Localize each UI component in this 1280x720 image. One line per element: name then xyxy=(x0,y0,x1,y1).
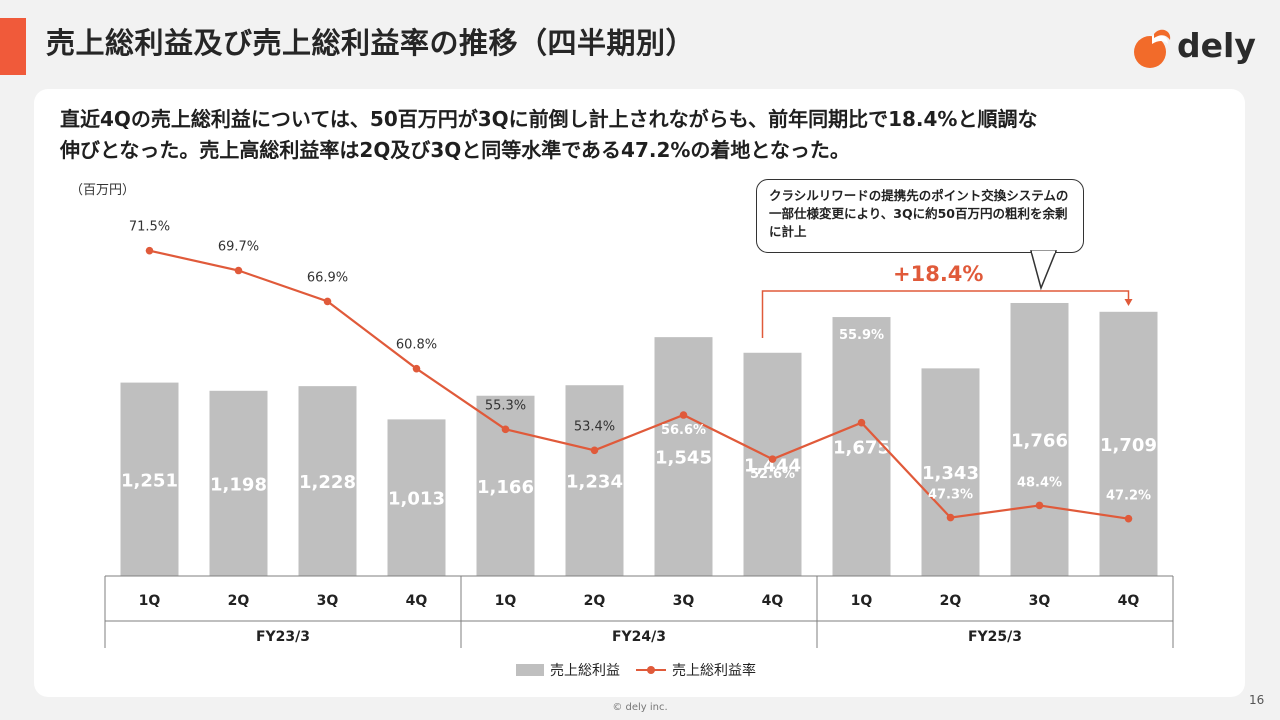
quarter-label-8: 1Q xyxy=(851,593,873,609)
bar-label-3: 1,013 xyxy=(388,489,445,510)
chart-legend: 売上総利益 売上総利益率 xyxy=(516,660,756,680)
growth-annotation-label: +18.4% xyxy=(893,262,984,286)
quarter-label-1: 2Q xyxy=(228,593,250,609)
page-number: 16 xyxy=(1249,693,1265,707)
rate-point-0 xyxy=(145,246,154,255)
bar-label-10: 1,766 xyxy=(1011,430,1068,451)
quarter-label-9: 2Q xyxy=(940,593,962,609)
quarter-label-3: 4Q xyxy=(406,593,428,609)
quarter-label-4: 1Q xyxy=(495,593,517,609)
bar-0 xyxy=(120,382,179,576)
rate-label-0: 71.5% xyxy=(129,220,170,235)
rate-label-6: 56.6% xyxy=(661,423,706,438)
summary-line-2: 伸びとなった。売上高総利益率は2Q及び3Qと同等水準である47.2%の着地となっ… xyxy=(60,138,850,162)
bar-5 xyxy=(565,385,624,576)
rate-label-10: 48.4% xyxy=(1017,475,1062,490)
dely-logo-icon xyxy=(1134,29,1171,68)
growth-arrowhead xyxy=(1124,299,1133,306)
rate-point-10 xyxy=(1035,501,1044,510)
rate-line xyxy=(149,249,1129,520)
bar-9 xyxy=(921,368,980,576)
rate-label-11: 47.2% xyxy=(1106,489,1151,504)
quarter-label-7: 4Q xyxy=(762,593,784,609)
quarter-label-11: 4Q xyxy=(1118,593,1140,609)
bar-label-0: 1,251 xyxy=(121,470,178,491)
rate-point-3 xyxy=(412,364,421,373)
rate-label-4: 55.3% xyxy=(485,398,526,413)
legend-line-label: 売上総利益率 xyxy=(672,663,756,679)
bar-label-2: 1,228 xyxy=(299,472,356,493)
quarter-label-6: 3Q xyxy=(673,593,695,609)
bar-label-7: 1,444 xyxy=(744,455,801,476)
bar-10 xyxy=(1010,302,1069,576)
rate-point-8 xyxy=(857,418,866,427)
bar-label-9: 1,343 xyxy=(922,463,979,484)
dely-logo: dely xyxy=(1130,26,1260,72)
bar-2 xyxy=(298,386,357,576)
summary-text: 直近4Qの売上総利益については、50百万円が3Qに前倒し計上されながらも、前年同… xyxy=(60,104,1230,166)
fiscal-year-label-2: FY25/3 xyxy=(968,629,1022,645)
bar-3 xyxy=(387,419,446,576)
bar-label-4: 1,166 xyxy=(477,477,534,498)
bar-label-6: 1,545 xyxy=(655,448,712,469)
unit-label: （百万円） xyxy=(70,183,136,198)
legend-line-swatch xyxy=(636,664,666,676)
title-accent-bar xyxy=(0,18,26,75)
quarter-label-2: 3Q xyxy=(317,593,339,609)
bar-label-5: 1,234 xyxy=(566,472,623,493)
rate-point-5 xyxy=(590,446,599,455)
bar-11 xyxy=(1099,311,1158,576)
rate-label-5: 53.4% xyxy=(574,419,615,434)
quarter-label-0: 1Q xyxy=(139,593,161,609)
fiscal-year-label-0: FY23/3 xyxy=(256,629,310,645)
rate-point-9 xyxy=(946,513,955,522)
rate-point-4 xyxy=(501,425,510,434)
rate-label-9: 47.3% xyxy=(928,488,973,503)
legend-bar-swatch xyxy=(516,664,544,676)
legend-bar-label: 売上総利益 xyxy=(550,663,620,679)
rate-label-2: 66.9% xyxy=(307,270,348,285)
bar-6 xyxy=(654,337,713,576)
fiscal-year-label-1: FY24/3 xyxy=(612,629,666,645)
summary-line-1: 直近4Qの売上総利益については、50百万円が3Qに前倒し計上されながらも、前年同… xyxy=(60,107,1038,131)
logo-wordmark: dely xyxy=(1177,26,1256,65)
rate-point-1 xyxy=(234,266,243,275)
rate-point-2 xyxy=(323,297,332,306)
rate-point-7 xyxy=(768,455,777,463)
bar-label-8: 1,675 xyxy=(833,438,890,459)
copyright-text: © dely inc. xyxy=(612,702,668,713)
rate-point-11 xyxy=(1124,514,1133,523)
bar-label-1: 1,198 xyxy=(210,474,267,495)
quarter-label-10: 3Q xyxy=(1029,593,1051,609)
callout-box: クラシルリワードの提携先のポイント交換システムの一部仕様変更により、3Qに約50… xyxy=(756,179,1084,253)
page-title: 売上総利益及び売上総利益率の推移（四半期別） xyxy=(46,26,696,60)
quarter-label-5: 2Q xyxy=(584,593,606,609)
rate-label-7: 52.6% xyxy=(750,467,795,482)
bar-1 xyxy=(209,390,268,576)
bar-label-11: 1,709 xyxy=(1100,435,1157,456)
rate-label-3: 60.8% xyxy=(396,338,437,353)
rate-label-1: 69.7% xyxy=(218,240,259,255)
rate-label-8: 55.9% xyxy=(839,328,884,343)
rate-point-6 xyxy=(679,411,688,419)
bar-7 xyxy=(743,352,802,576)
growth-bracket xyxy=(761,290,1130,338)
bar-8 xyxy=(832,317,891,576)
